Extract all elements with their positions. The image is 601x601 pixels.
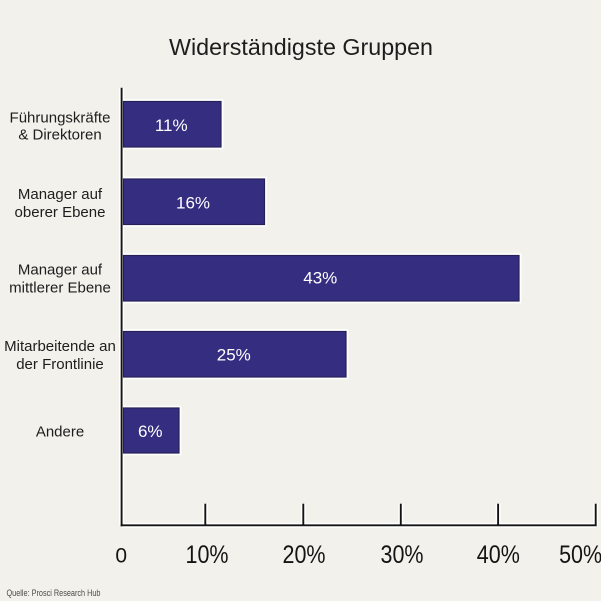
svg-text:40%: 40% bbox=[477, 541, 520, 569]
svg-text:der Frontlinie: der Frontlinie bbox=[16, 356, 104, 373]
svg-text:6%: 6% bbox=[138, 422, 163, 441]
svg-text:mittlerer Ebene: mittlerer Ebene bbox=[9, 279, 111, 296]
svg-text:16%: 16% bbox=[176, 193, 210, 212]
svg-text:50%: 50% bbox=[559, 541, 601, 569]
svg-text:Andere: Andere bbox=[36, 424, 84, 441]
svg-text:30%: 30% bbox=[381, 541, 424, 569]
svg-text:25%: 25% bbox=[217, 345, 251, 364]
svg-text:11%: 11% bbox=[155, 116, 188, 135]
svg-text:oberer Ebene: oberer Ebene bbox=[15, 204, 106, 221]
svg-text:Widerständigste Gruppen: Widerständigste Gruppen bbox=[169, 34, 433, 60]
svg-text:0: 0 bbox=[115, 545, 127, 568]
svg-text:Manager auf: Manager auf bbox=[18, 261, 103, 278]
svg-text:10%: 10% bbox=[186, 541, 229, 569]
svg-text:43%: 43% bbox=[303, 269, 337, 288]
svg-text:Manager auf: Manager auf bbox=[18, 186, 103, 203]
svg-text:Quelle: Prosci Research Hub: Quelle: Prosci Research Hub bbox=[7, 588, 101, 599]
svg-text:Mitarbeitende an: Mitarbeitende an bbox=[4, 338, 116, 355]
svg-text:& Direktoren: & Direktoren bbox=[18, 127, 101, 144]
svg-text:Führungskräfte: Führungskräfte bbox=[10, 109, 111, 126]
svg-text:20%: 20% bbox=[283, 541, 326, 569]
